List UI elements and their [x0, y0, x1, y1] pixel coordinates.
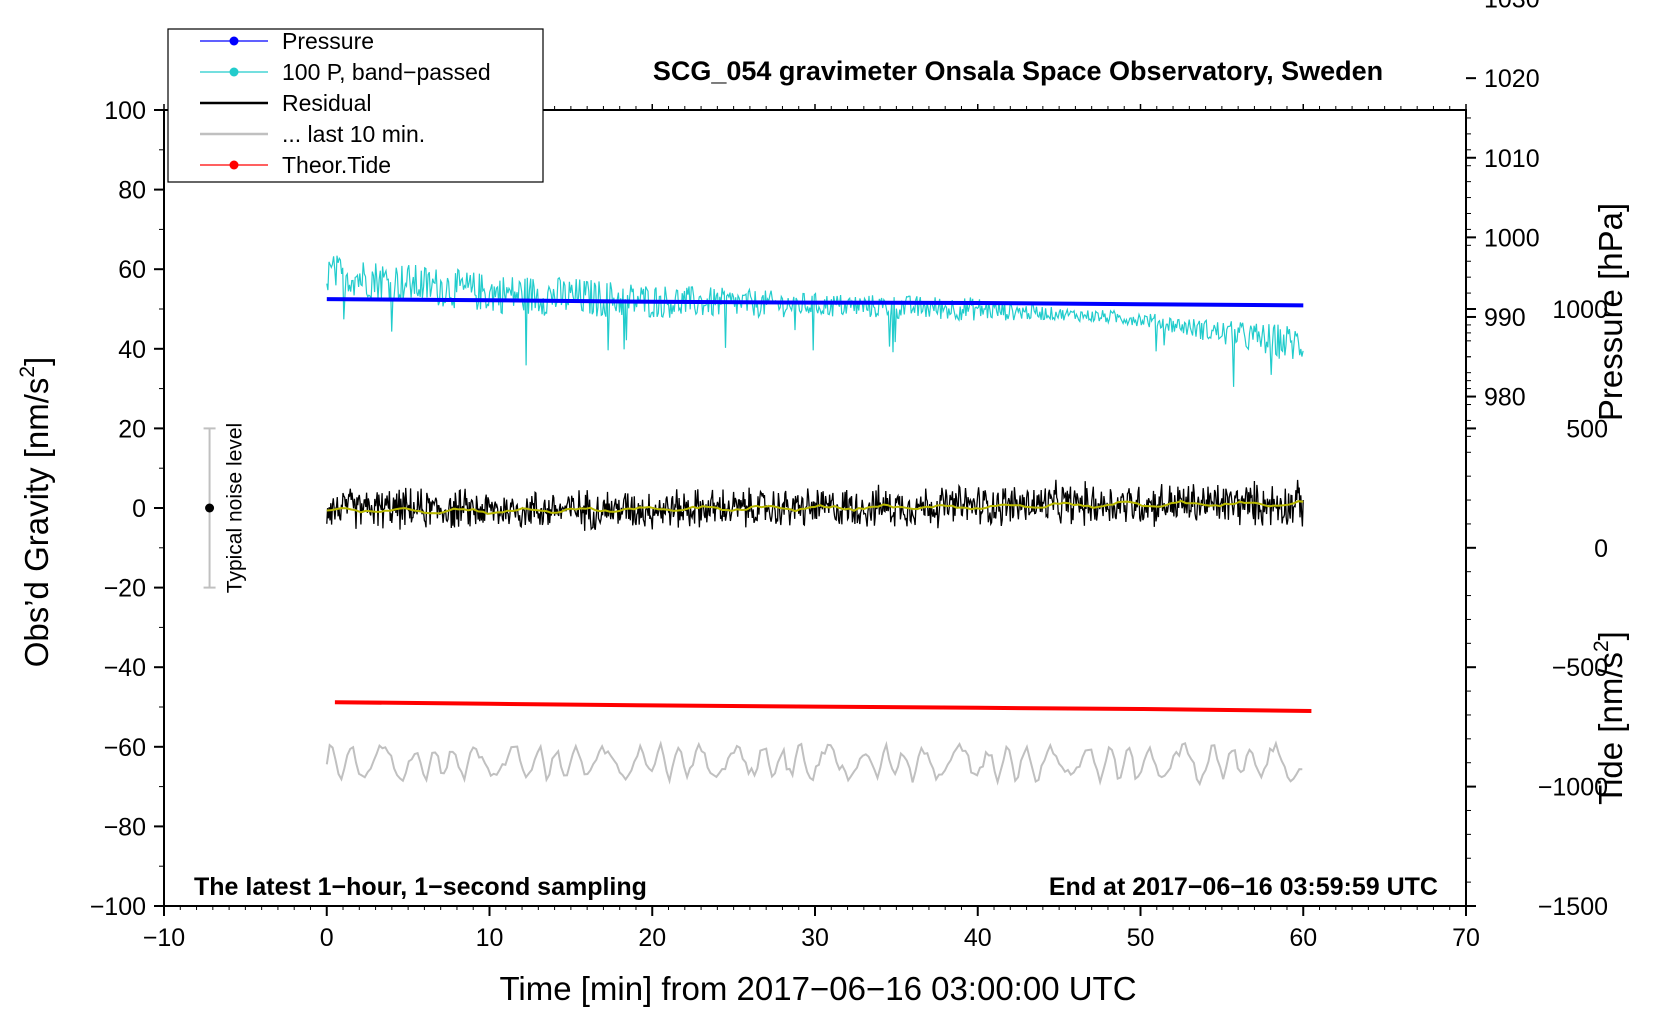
y-tick-label: −100 — [90, 893, 146, 921]
x-tick-label: 40 — [964, 924, 992, 952]
noise-label: Typical noise level — [224, 423, 247, 593]
legend-marker — [229, 160, 239, 170]
y-axis-label-pressure: Pressure [hPa] — [1592, 203, 1629, 421]
x-tick-label: −10 — [143, 924, 185, 952]
y-axis-label-tide: Tide [nm/s2] — [1590, 631, 1629, 805]
pressure-tick-label: 980 — [1484, 384, 1526, 412]
y-label-tide-close: ] — [1592, 631, 1629, 640]
annotation-left-bottom: The latest 1−hour, 1−second sampling — [194, 873, 647, 901]
legend: Pressure 100 P, band−passed Residual ... la… — [167, 28, 544, 183]
y-axis-label-main: Obs’d Gravity [nm/s2] — [16, 357, 55, 668]
chart-title: SCG_054 gravimeter Onsala Space Observat… — [653, 56, 1383, 86]
noise-bar-center — [205, 503, 215, 513]
y-label-tide-text: Tide [nm/s — [1592, 652, 1629, 805]
tide-tick-label: −1000 — [1538, 774, 1608, 802]
series-layer — [325, 255, 1312, 787]
y-tick-label: −40 — [104, 654, 146, 682]
y-label-main-text: Obs’d Gravity [nm/s — [18, 378, 55, 668]
pressure-tick-label: 1000 — [1484, 224, 1540, 252]
y-tick-label: 80 — [118, 177, 146, 205]
legend-box — [167, 28, 544, 183]
legend-label: 100 P, band−passed — [282, 59, 491, 85]
y-tick-label: 0 — [132, 495, 146, 523]
legend-label: ... last 10 min. — [282, 121, 425, 147]
y-label-tide-sup: 2 — [1590, 640, 1613, 652]
y-tick-label: −80 — [104, 813, 146, 841]
series-residual-smoothed — [326, 499, 1304, 515]
noise-bar: Typical noise level — [203, 423, 247, 593]
legend-label: Residual — [282, 90, 372, 116]
x-tick-label: 60 — [1289, 924, 1317, 952]
series-theor-tide — [334, 700, 1312, 713]
x-tick-label: 0 — [320, 924, 334, 952]
tide-tick-label: −1500 — [1538, 893, 1608, 921]
y-tick-label: 40 — [118, 336, 146, 364]
pressure-tick-label: 1030 — [1484, 0, 1540, 14]
series-pressure — [326, 297, 1304, 308]
legend-marker — [229, 36, 239, 46]
y-tick-label: −60 — [104, 734, 146, 762]
tide-tick-label: 0 — [1594, 535, 1608, 563]
y-label-main-close: ] — [18, 357, 55, 366]
x-tick-label: 50 — [1127, 924, 1155, 952]
y-tick-label: 20 — [118, 415, 146, 443]
pressure-tick-label: 990 — [1484, 304, 1526, 332]
legend-label: Theor.Tide — [282, 152, 391, 178]
y-tick-label: 60 — [118, 256, 146, 284]
tide-tick-label: 1000 — [1552, 296, 1608, 324]
pressure-tick-label: 1020 — [1484, 65, 1540, 93]
legend-marker — [229, 67, 239, 77]
series-band-passed — [326, 255, 1304, 387]
x-tick-label: 10 — [476, 924, 504, 952]
x-tick-label: 70 — [1452, 924, 1480, 952]
series-last-10-min — [325, 740, 1303, 787]
pressure-tick-label: 1010 — [1484, 145, 1540, 173]
y-tick-label: −20 — [104, 575, 146, 603]
tide-tick-label: 500 — [1566, 415, 1608, 443]
axes-layer: −10 0 10 20 30 40 50 60 70100806040200−20−40−60−… — [90, 0, 1608, 952]
tide-tick-label: −500 — [1552, 654, 1608, 682]
y-tick-label: 100 — [104, 97, 146, 125]
legend-label: Pressure — [282, 28, 374, 54]
series-residual — [326, 479, 1304, 531]
x-axis-label: Time [min] from 2017−06−16 03:00:00 UTC — [499, 970, 1136, 1007]
x-tick-label: 30 — [801, 924, 829, 952]
y-label-main-sup: 2 — [16, 366, 39, 378]
annotation-right-bottom: End at 2017−06−16 03:59:59 UTC — [1049, 873, 1438, 901]
x-tick-label: 20 — [638, 924, 666, 952]
